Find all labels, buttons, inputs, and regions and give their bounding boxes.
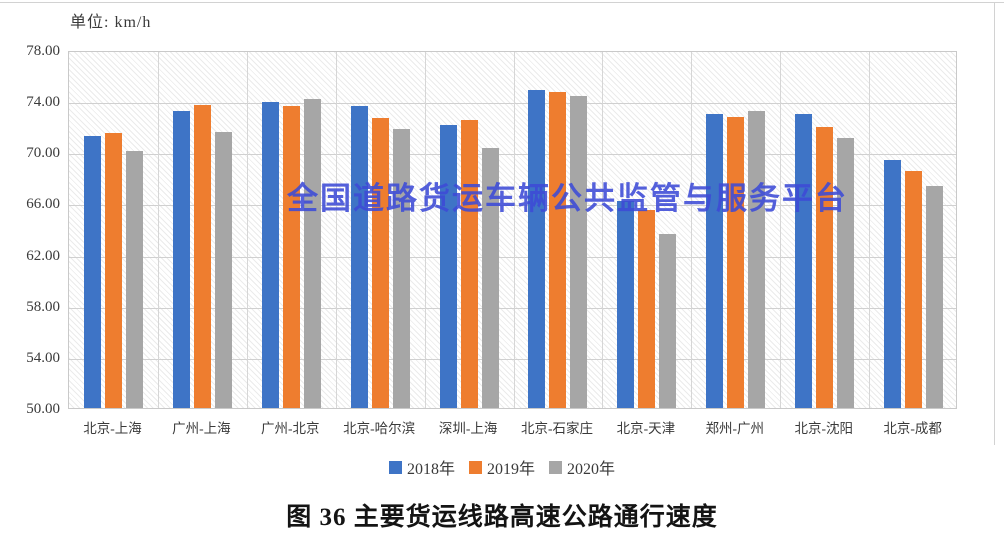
- bar-郑州-广州-2019年: [727, 116, 745, 408]
- page-right-border: [994, 2, 995, 445]
- bar-group-北京-天津: [602, 52, 691, 408]
- bar-北京-成都-2018年: [884, 159, 902, 408]
- unit-label: 单位: km/h: [70, 14, 152, 31]
- y-tick-label-54: 54.00: [26, 349, 60, 366]
- bar-group-郑州-广州: [691, 52, 780, 408]
- legend-label: 2020年: [567, 461, 616, 478]
- y-tick-label-78: 78.00: [26, 43, 60, 59]
- page-top-border: [0, 2, 1004, 3]
- y-axis: 78.00 74.00 70.00 66.00 62.00 58.00 54.00 50.00: [0, 43, 60, 417]
- category-separator: [335, 52, 337, 408]
- y-tick-label-50: 50.00: [26, 401, 60, 417]
- gridline-y-62: [69, 256, 956, 258]
- bar-group-北京-哈尔滨: [336, 52, 425, 408]
- bar-北京-天津-2019年: [638, 209, 656, 408]
- gridline-y-70: [69, 154, 956, 156]
- legend-swatch-icon: [549, 460, 562, 474]
- bar-广州-上海-2020年: [214, 131, 232, 408]
- bar-group-北京-上海: [69, 52, 158, 408]
- bar-group-广州-北京: [247, 52, 336, 408]
- bar-北京-沈阳-2018年: [795, 113, 813, 408]
- x-tick-label-深圳-上海: 深圳-上海: [438, 421, 498, 436]
- category-separator: [157, 52, 159, 408]
- bar-北京-成都-2019年: [905, 171, 923, 408]
- category-separator: [246, 52, 248, 408]
- plot-area: [68, 51, 957, 409]
- bar-深圳-上海-2020年: [481, 148, 499, 408]
- category-separator: [780, 52, 782, 408]
- x-axis: 北京-上海 广州-上海 广州-北京 北京-哈尔滨 深圳-上海 北京-石家庄 北京-天津 郑州-…: [68, 417, 957, 437]
- legend-swatch-icon: [388, 460, 402, 474]
- legend: 2018年 2019年 2020年: [0, 455, 1004, 479]
- x-tick-label-北京-沈阳: 北京-沈阳: [794, 421, 853, 436]
- x-tick-label-广州-北京: 广州-北京: [261, 421, 320, 436]
- category-separator: [602, 52, 604, 408]
- gridline-y-74: [69, 103, 956, 105]
- bar-北京-石家庄-2018年: [528, 89, 546, 408]
- legend-item-2020年: 2020年: [549, 455, 615, 479]
- bar-北京-天津-2020年: [659, 234, 677, 408]
- category-separator: [869, 52, 871, 408]
- bar-group-深圳-上海: [425, 52, 514, 408]
- bar-北京-上海-2019年: [104, 133, 122, 408]
- legend-item-2019年: 2019年: [468, 455, 535, 479]
- bar-广州-北京-2020年: [303, 98, 321, 408]
- bar-深圳-上海-2018年: [439, 125, 457, 408]
- gridline-y-54: [69, 358, 956, 360]
- bar-北京-哈尔滨-2020年: [392, 129, 410, 408]
- category-separator: [513, 52, 515, 408]
- gridline-y-66: [69, 205, 956, 207]
- bar-郑州-广州-2020年: [748, 111, 766, 408]
- y-tick-label-70: 70.00: [26, 145, 60, 162]
- legend-label: 2019年: [486, 461, 535, 478]
- bar-北京-上海-2018年: [83, 135, 101, 408]
- bar-广州-上海-2019年: [193, 104, 211, 408]
- x-tick-label-广州-上海: 广州-上海: [172, 421, 231, 436]
- bar-北京-哈尔滨-2019年: [371, 117, 389, 408]
- x-tick-label-北京-成都: 北京-成都: [883, 421, 942, 436]
- bar-郑州-广州-2018年: [706, 113, 724, 408]
- bar-北京-石家庄-2020年: [570, 96, 588, 408]
- bar-group-北京-成都: [869, 52, 958, 408]
- category-separator: [691, 52, 693, 408]
- bar-北京-哈尔滨-2018年: [350, 106, 368, 408]
- gridline-y-58: [69, 307, 956, 309]
- bar-group-北京-石家庄: [514, 52, 603, 408]
- bar-北京-天津-2018年: [617, 200, 635, 408]
- watermark-text: 全国道路货运车辆公共监管与服务平台: [287, 181, 848, 216]
- bar-北京-上海-2020年: [125, 151, 143, 408]
- y-tick-label-62: 62.00: [26, 247, 60, 264]
- bar-北京-沈阳-2019年: [816, 126, 834, 408]
- bar-北京-石家庄-2019年: [549, 92, 567, 408]
- bar-group-广州-上海: [158, 52, 247, 408]
- legend-label: 2018年: [406, 461, 455, 478]
- x-tick-label-北京-哈尔滨: 北京-哈尔滨: [343, 421, 416, 436]
- bar-广州-北京-2018年: [261, 102, 279, 408]
- bar-深圳-上海-2019年: [460, 120, 478, 408]
- category-separator: [424, 52, 426, 408]
- legend-swatch-icon: [468, 460, 482, 474]
- x-tick-label-北京-天津: 北京-天津: [616, 421, 676, 436]
- bar-北京-沈阳-2020年: [837, 138, 855, 408]
- chart-caption: 图 36 主要货运线路高速公路通行速度: [286, 504, 718, 531]
- bar-广州-上海-2018年: [172, 111, 190, 408]
- bar-group-北京-沈阳: [780, 52, 869, 408]
- bar-北京-成都-2020年: [926, 185, 944, 408]
- bar-广州-北京-2019年: [282, 106, 300, 408]
- y-tick-label-74: 74.00: [26, 94, 60, 111]
- x-tick-label-郑州-广州: 郑州-广州: [705, 421, 765, 436]
- x-tick-label-北京-石家庄: 北京-石家庄: [520, 421, 593, 436]
- y-tick-label-58: 58.00: [26, 298, 60, 315]
- x-tick-label-北京-上海: 北京-上海: [83, 421, 142, 436]
- legend-item-2018年: 2018年: [388, 455, 455, 479]
- y-tick-label-66: 66.00: [26, 196, 60, 213]
